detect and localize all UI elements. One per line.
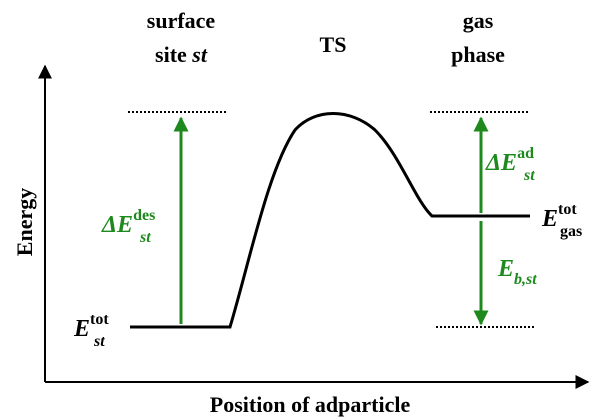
text: site: [155, 42, 187, 67]
column-header: surface: [147, 8, 216, 33]
text: E: [541, 206, 558, 232]
text: ad: [517, 145, 534, 162]
text: st: [191, 42, 208, 67]
text: ΔE: [101, 212, 133, 238]
text: b,st: [514, 271, 537, 288]
text: tot: [558, 201, 577, 218]
text: E: [73, 316, 90, 342]
energy-label: ΔEad st: [485, 145, 535, 184]
energy-arrows: [173, 116, 489, 326]
text: des: [133, 207, 155, 224]
energy-label: Etot st: [73, 311, 109, 350]
text: st: [139, 229, 151, 246]
text: st: [523, 167, 535, 184]
energy-label: Eb,st: [497, 256, 537, 288]
energy-label: Etot gas: [541, 201, 582, 240]
text: E: [497, 256, 514, 282]
y-axis-label: Energy: [12, 188, 37, 256]
column-header: gas: [463, 8, 494, 33]
text: st: [93, 333, 105, 350]
column-header: site st: [155, 42, 208, 67]
energy-curve: [130, 112, 530, 329]
text: tot: [90, 311, 109, 328]
energy-label: ΔEdes st: [101, 207, 155, 246]
text: ΔE: [485, 150, 517, 176]
column-header: TS: [320, 32, 347, 57]
reference-lines: [128, 111, 536, 328]
x-axis-label: Position of adparticle: [210, 392, 411, 417]
column-header: phase: [451, 42, 505, 67]
text: gas: [560, 223, 582, 240]
